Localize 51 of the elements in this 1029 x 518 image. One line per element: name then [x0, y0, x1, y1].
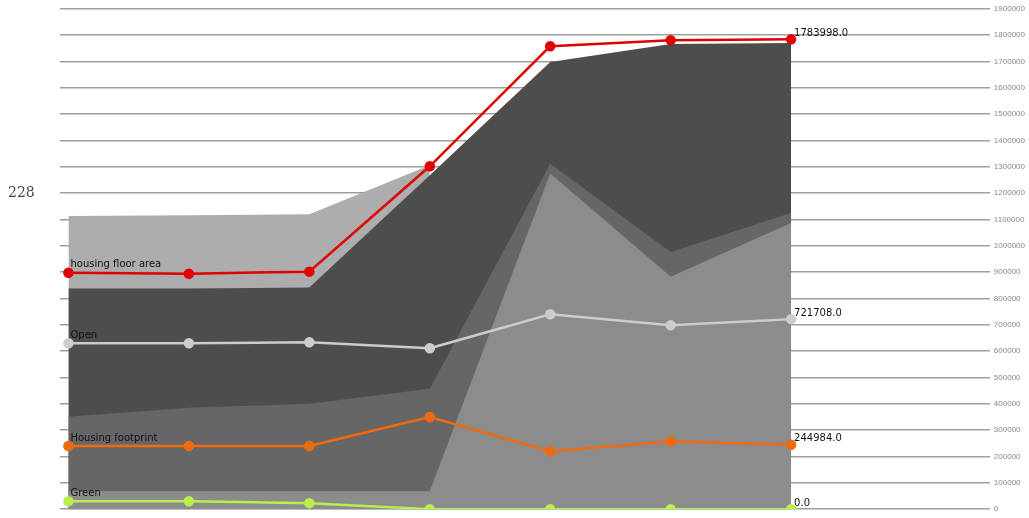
point	[183, 440, 195, 452]
y-tick-label: 300000	[993, 425, 1022, 435]
data-label: 721708.0	[794, 306, 842, 318]
y-tick-label: 200000	[993, 451, 1022, 461]
y-tick-label: 1800000	[993, 30, 1026, 40]
y-tick-label: 1500000	[993, 109, 1026, 119]
point	[63, 496, 74, 507]
point	[785, 34, 797, 45]
y-tick-label: 1700000	[993, 56, 1026, 66]
point	[665, 436, 676, 447]
point	[304, 440, 315, 452]
data-label: 0.0	[794, 496, 811, 508]
y-tick-label: 900000	[993, 267, 1022, 277]
point	[665, 34, 676, 46]
point	[785, 439, 797, 450]
point	[544, 40, 556, 52]
y-tick-label: 100000	[993, 478, 1022, 488]
y-tick-label: 400000	[993, 399, 1022, 409]
point	[544, 446, 556, 457]
point	[304, 336, 315, 348]
y-tick-label: 600000	[993, 346, 1022, 356]
y-tick-label: 1900000	[993, 4, 1026, 13]
point	[544, 309, 556, 320]
data-label: 1783998.0	[794, 26, 849, 38]
point	[424, 411, 436, 423]
series-label: housing floor area	[70, 258, 162, 270]
data-label: 244984.0	[794, 432, 842, 444]
series-label: Open	[70, 328, 98, 340]
point	[183, 268, 195, 279]
point	[63, 338, 74, 349]
y-tick-label: 1300000	[993, 162, 1026, 172]
point	[183, 496, 195, 507]
y-tick-label: 800000	[993, 293, 1022, 303]
point	[63, 267, 74, 278]
point	[665, 320, 676, 331]
point	[424, 161, 436, 172]
point	[183, 338, 195, 349]
y-tick-label: 1200000	[993, 188, 1026, 198]
y-tick-label: 0	[993, 504, 999, 514]
series-label: Green	[70, 486, 101, 498]
series-label: Housing footprint	[70, 431, 158, 443]
y-tick-label: 500000	[993, 372, 1022, 382]
point	[424, 343, 436, 354]
y-tick-label: 1400000	[993, 135, 1026, 145]
y-tick-label: 700000	[993, 320, 1022, 330]
point	[304, 266, 315, 277]
point	[304, 497, 315, 509]
y-tick-label: 1000000	[993, 241, 1026, 251]
annotation: 228	[8, 184, 35, 200]
y-tick-label: 1100000	[993, 214, 1025, 224]
y-tick-label: 1600000	[993, 83, 1026, 93]
